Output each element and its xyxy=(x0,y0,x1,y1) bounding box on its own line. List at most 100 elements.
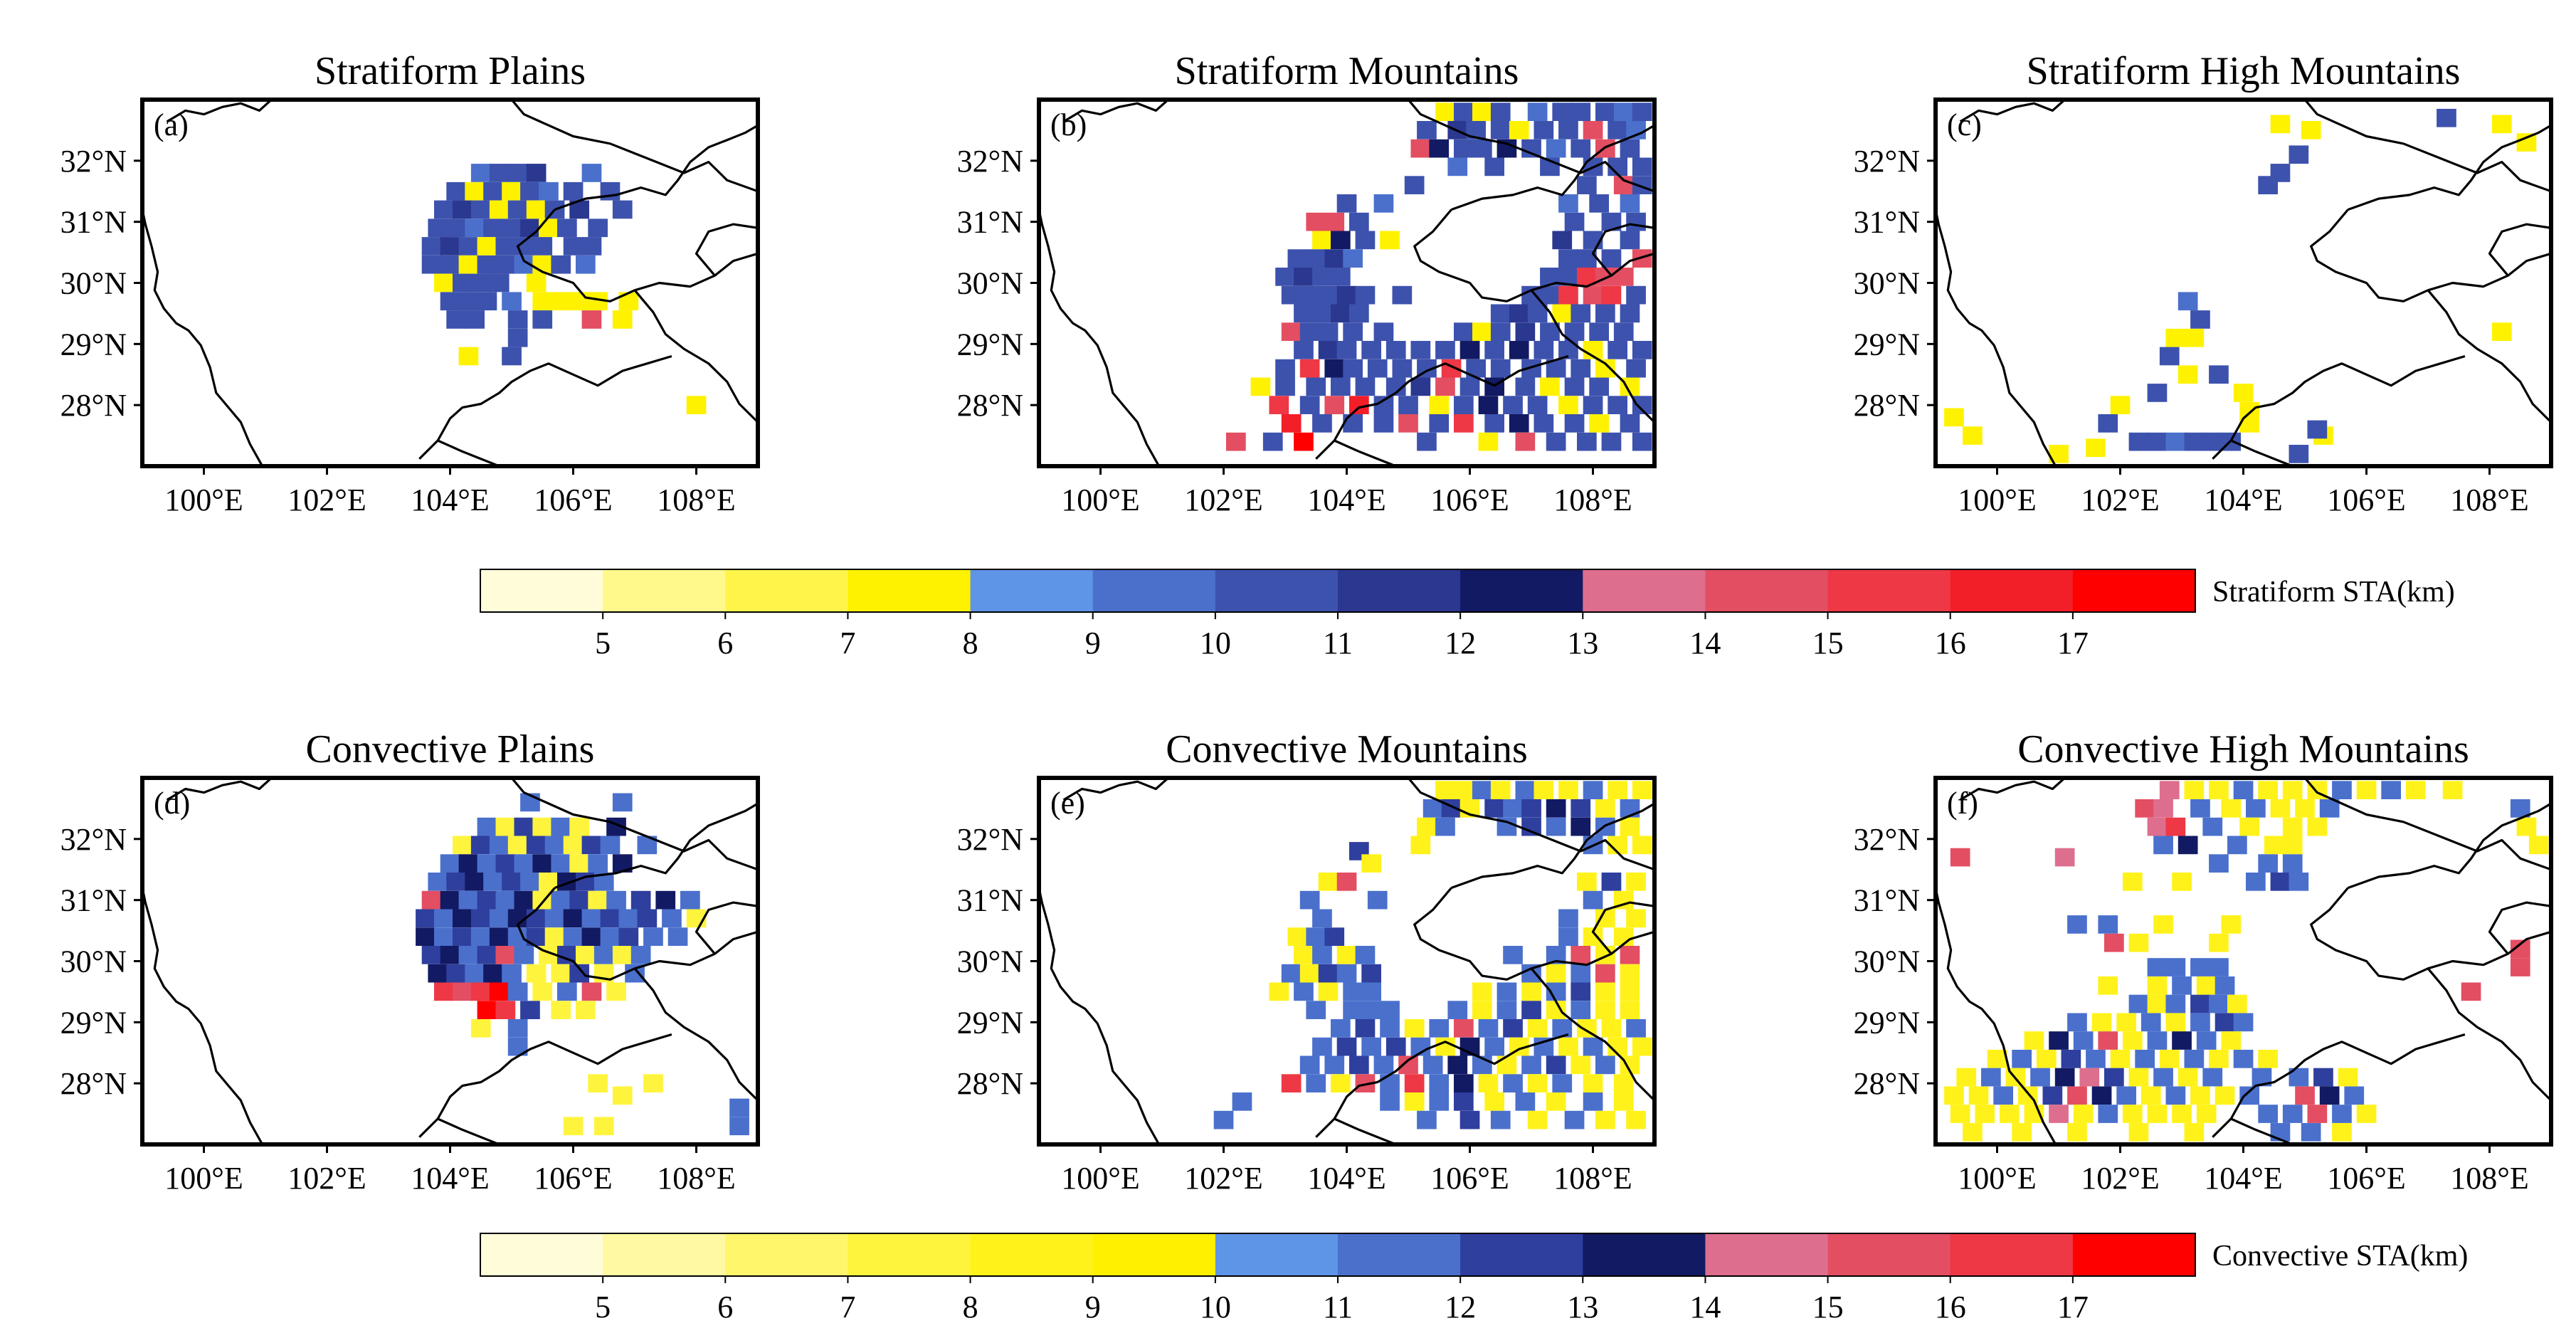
grid-cell xyxy=(1620,799,1640,818)
grid-cell xyxy=(1558,396,1578,414)
grid-cell xyxy=(1981,1068,2001,1087)
grid-cell xyxy=(2307,1105,2328,1123)
grid-cell xyxy=(1312,946,1332,964)
grid-cell xyxy=(446,218,466,238)
province-border xyxy=(2488,223,2551,277)
grid-cell xyxy=(2128,933,2149,952)
grid-cell xyxy=(544,836,565,855)
grid-cell xyxy=(2209,958,2229,976)
grid-cell xyxy=(2147,958,2168,976)
grid-cell xyxy=(1503,396,1523,414)
grid-cell xyxy=(446,181,466,201)
grid-cell xyxy=(1454,102,1474,121)
panel-title: Convective Plains xyxy=(306,727,595,771)
colorbar-swatch xyxy=(480,569,603,612)
grid-cell xyxy=(2049,1105,2069,1123)
grid-cell xyxy=(563,1117,584,1136)
grid-cell xyxy=(581,310,602,329)
grid-cell xyxy=(2258,1105,2278,1123)
x-tick-label: 106°E xyxy=(2327,1161,2405,1196)
grid-cell xyxy=(2165,958,2186,976)
map-borders xyxy=(1936,100,2551,466)
grid-cell xyxy=(1601,249,1622,268)
x-tick-label: 100°E xyxy=(1958,483,2036,517)
grid-cell xyxy=(1540,377,1560,396)
province-border xyxy=(2303,100,2551,193)
grid-cell xyxy=(2516,817,2537,836)
grid-cell xyxy=(1429,414,1450,433)
grid-cell xyxy=(2153,799,2173,818)
y-tick-label: 31°N xyxy=(957,883,1023,918)
grid-cell xyxy=(1459,1110,1480,1129)
grid-cell xyxy=(643,927,663,946)
grid-cell xyxy=(2190,994,2210,1013)
province-border xyxy=(1530,967,1654,1102)
grid-cell xyxy=(1595,946,1615,964)
grid-cell xyxy=(1472,139,1492,158)
grid-cell xyxy=(1583,285,1603,305)
grid-cell xyxy=(1583,1037,1603,1056)
colorbar-tick-label: 9 xyxy=(1085,1290,1101,1324)
grid-cell xyxy=(526,200,547,219)
grid-cell xyxy=(2338,1068,2358,1087)
panel-label: (c) xyxy=(1947,107,1982,142)
colorbar-tick-label: 17 xyxy=(2057,1290,2089,1324)
grid-cell xyxy=(2282,817,2303,836)
grid-cell xyxy=(2147,994,2168,1013)
grid-cell xyxy=(1484,799,1504,818)
colorbar-swatch xyxy=(725,1233,848,1276)
grid-cell xyxy=(514,817,534,836)
grid-cell xyxy=(1620,982,1640,1001)
grid-cell xyxy=(1632,1037,1652,1056)
grid-cell xyxy=(1417,432,1437,451)
grid-cell xyxy=(2128,1123,2149,1142)
grid-cell xyxy=(465,310,485,329)
grid-cell xyxy=(1454,1019,1474,1038)
grid-cell xyxy=(2289,445,2309,463)
colorbar-label: Stratiform STA(km) xyxy=(2212,576,2455,609)
grid-cell xyxy=(680,890,700,910)
colorbar-swatch xyxy=(1827,569,1951,612)
province-border xyxy=(2212,354,2466,460)
cells xyxy=(1226,102,1652,451)
y-tick-label: 32°N xyxy=(957,144,1023,179)
grid-cell xyxy=(2012,1123,2032,1142)
grid-cell xyxy=(1601,432,1622,451)
grid-cell xyxy=(526,273,547,293)
grid-cell xyxy=(2227,836,2247,855)
grid-cell xyxy=(1472,781,1492,799)
grid-cell xyxy=(1331,1019,1351,1038)
grid-cell xyxy=(1380,1001,1400,1019)
province-border xyxy=(1530,289,1654,423)
grid-cell xyxy=(1306,1001,1326,1019)
grid-cell xyxy=(470,273,491,293)
grid-cell xyxy=(2319,799,2340,818)
grid-cell xyxy=(1571,817,1591,836)
grid-cell xyxy=(1373,414,1394,433)
grid-cell xyxy=(2528,836,2549,855)
grid-cell xyxy=(2159,781,2180,799)
grid-cell xyxy=(2209,854,2229,873)
grid-cell xyxy=(2442,781,2463,799)
grid-cell xyxy=(1454,1074,1474,1092)
grid-cell xyxy=(2184,781,2205,799)
grid-cell xyxy=(581,164,602,182)
grid-cell xyxy=(1577,873,1597,891)
grid-cell xyxy=(1299,964,1320,983)
grid-cell xyxy=(2153,836,2173,855)
grid-cell xyxy=(1454,414,1474,433)
cells xyxy=(421,164,707,414)
grid-cell xyxy=(2172,1105,2192,1123)
grid-cell xyxy=(1490,102,1511,121)
grid-cell xyxy=(1454,396,1474,414)
province-border xyxy=(1315,1033,1569,1138)
grid-cell xyxy=(2067,915,2087,934)
colorbar-tick-label: 10 xyxy=(1200,626,1231,660)
province-border xyxy=(1407,100,1654,193)
grid-cell xyxy=(1361,982,1381,1001)
grid-cell xyxy=(1595,1001,1615,1019)
grid-cell xyxy=(453,273,473,293)
grid-cell xyxy=(489,909,510,928)
grid-cell xyxy=(2049,1031,2069,1050)
map-borders xyxy=(1936,778,2551,1144)
